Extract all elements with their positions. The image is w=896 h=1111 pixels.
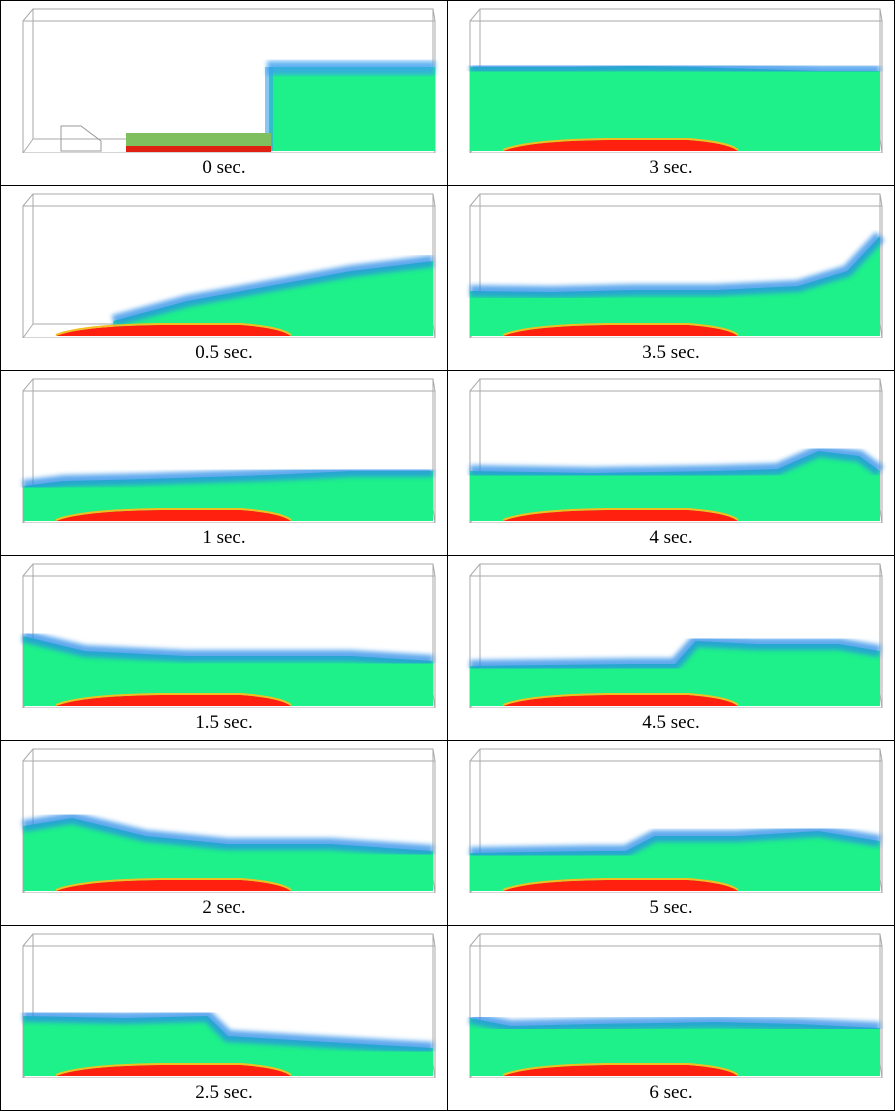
simulation-snapshot: [1, 186, 447, 338]
figure-grid: 0 sec.3 sec.0.5 sec.3.5 sec.1 sec.4 sec.…: [0, 0, 895, 1111]
tank-edge: [470, 564, 480, 576]
simulation-snapshot: [448, 186, 894, 338]
tank-edge: [23, 934, 33, 946]
figure-panel: 1 sec.: [1, 371, 448, 556]
simulation-snapshot: [448, 1, 894, 153]
tank-edge: [470, 379, 480, 391]
simulation-snapshot: [448, 741, 894, 893]
panel-caption: 0 sec.: [1, 153, 447, 185]
panel-caption: 4 sec.: [448, 523, 894, 555]
panel-caption: 3 sec.: [448, 153, 894, 185]
simulation-snapshot: [448, 926, 894, 1078]
tank-edge: [23, 324, 33, 338]
panel-caption: 4.5 sec.: [448, 708, 894, 740]
sediment-top: [126, 133, 271, 147]
panel-caption: 1.5 sec.: [1, 708, 447, 740]
panel-caption: 2.5 sec.: [1, 1078, 447, 1110]
panel-caption: 1 sec.: [1, 523, 447, 555]
figure-panel: 4 sec.: [448, 371, 895, 556]
tank-edge: [470, 934, 480, 946]
tank-edge: [470, 194, 480, 206]
tank-edge: [470, 9, 480, 21]
figure-row: 0.5 sec.3.5 sec.: [1, 186, 895, 371]
water-block: [269, 67, 435, 151]
panel-caption: 3.5 sec.: [448, 338, 894, 370]
figure-panel: 0 sec.: [1, 1, 448, 186]
simulation-snapshot: [1, 741, 447, 893]
water-surface: [470, 66, 880, 71]
figure-panel: 0.5 sec.: [1, 186, 448, 371]
figure-panel: 5 sec.: [448, 741, 895, 926]
tank-edge: [23, 194, 33, 206]
tank-edge: [23, 564, 33, 576]
tank-edge: [23, 9, 33, 21]
figure-panel: 1.5 sec.: [1, 556, 448, 741]
panel-caption: 2 sec.: [1, 893, 447, 925]
panel-caption: 6 sec.: [448, 1078, 894, 1110]
figure-row: 1.5 sec.4.5 sec.: [1, 556, 895, 741]
simulation-snapshot: [1, 556, 447, 708]
simulation-snapshot: [448, 556, 894, 708]
tank-edge: [23, 749, 33, 761]
figure-row: 2.5 sec.6 sec.: [1, 926, 895, 1111]
water-surface: [470, 1018, 880, 1028]
figure-panel: 6 sec.: [448, 926, 895, 1111]
figure-panel: 3 sec.: [448, 1, 895, 186]
figure-row: 0 sec.3 sec.: [1, 1, 895, 186]
figure-row: 2 sec.5 sec.: [1, 741, 895, 926]
tank-edge: [470, 749, 480, 761]
tank-edge: [23, 379, 33, 391]
water-surface: [470, 236, 880, 292]
tank-edge: [23, 139, 33, 153]
simulation-snapshot: [1, 1, 447, 153]
figure-panel: 2 sec.: [1, 741, 448, 926]
simulation-snapshot: [1, 371, 447, 523]
figure-panel: 2.5 sec.: [1, 926, 448, 1111]
simulation-snapshot: [1, 926, 447, 1078]
panel-caption: 5 sec.: [448, 893, 894, 925]
page: {"figure": {"rows": [ [{"caption": "0 se…: [0, 0, 896, 1111]
water-top: [267, 61, 435, 75]
figure-row: 1 sec.4 sec.: [1, 371, 895, 556]
figure-panel: 4.5 sec.: [448, 556, 895, 741]
sediment: [126, 146, 271, 152]
simulation-snapshot: [448, 371, 894, 523]
figure-panel: 3.5 sec.: [448, 186, 895, 371]
panel-caption: 0.5 sec.: [1, 338, 447, 370]
